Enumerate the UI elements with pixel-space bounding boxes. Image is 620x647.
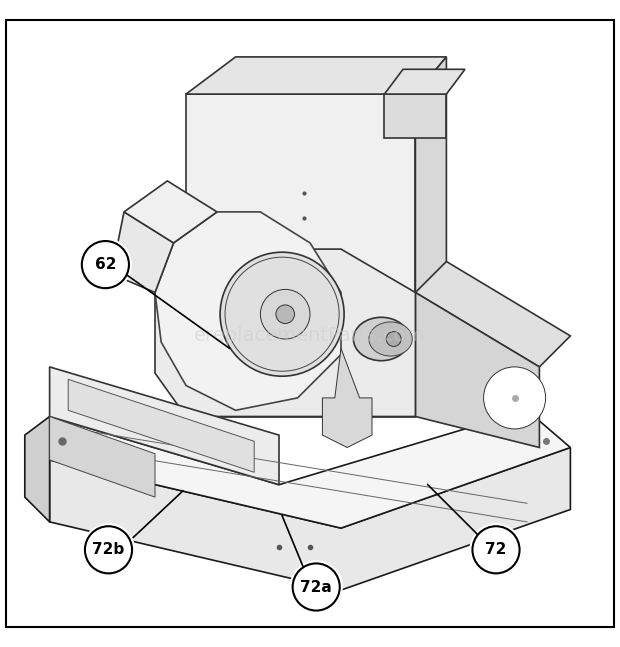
Polygon shape xyxy=(124,181,217,243)
Circle shape xyxy=(290,560,343,613)
Polygon shape xyxy=(50,367,279,485)
Ellipse shape xyxy=(353,317,409,360)
Polygon shape xyxy=(384,69,465,94)
Circle shape xyxy=(267,299,298,330)
Polygon shape xyxy=(384,94,446,138)
Circle shape xyxy=(469,523,523,576)
Polygon shape xyxy=(25,417,50,522)
Polygon shape xyxy=(50,410,570,528)
Circle shape xyxy=(260,289,310,339)
Polygon shape xyxy=(155,249,415,417)
Circle shape xyxy=(82,241,129,288)
Polygon shape xyxy=(155,212,341,410)
Polygon shape xyxy=(322,348,372,448)
Polygon shape xyxy=(186,57,446,94)
Ellipse shape xyxy=(369,322,412,356)
Circle shape xyxy=(85,526,132,573)
Polygon shape xyxy=(415,57,446,417)
Polygon shape xyxy=(50,417,155,497)
Circle shape xyxy=(386,331,401,346)
Polygon shape xyxy=(50,448,570,590)
Circle shape xyxy=(220,252,344,376)
Text: 72a: 72a xyxy=(300,580,332,595)
Text: 72: 72 xyxy=(485,542,507,557)
Polygon shape xyxy=(186,94,415,417)
Polygon shape xyxy=(415,292,539,448)
Circle shape xyxy=(293,564,340,611)
Polygon shape xyxy=(68,379,254,472)
Polygon shape xyxy=(112,212,174,292)
Circle shape xyxy=(276,305,294,324)
Text: 72b: 72b xyxy=(92,542,125,557)
Wedge shape xyxy=(484,367,546,429)
Text: 62: 62 xyxy=(95,257,116,272)
Circle shape xyxy=(79,238,132,291)
Circle shape xyxy=(82,523,135,576)
Circle shape xyxy=(472,526,520,573)
Polygon shape xyxy=(415,261,570,367)
Text: ereplacementParts.com: ereplacementParts.com xyxy=(194,326,426,345)
